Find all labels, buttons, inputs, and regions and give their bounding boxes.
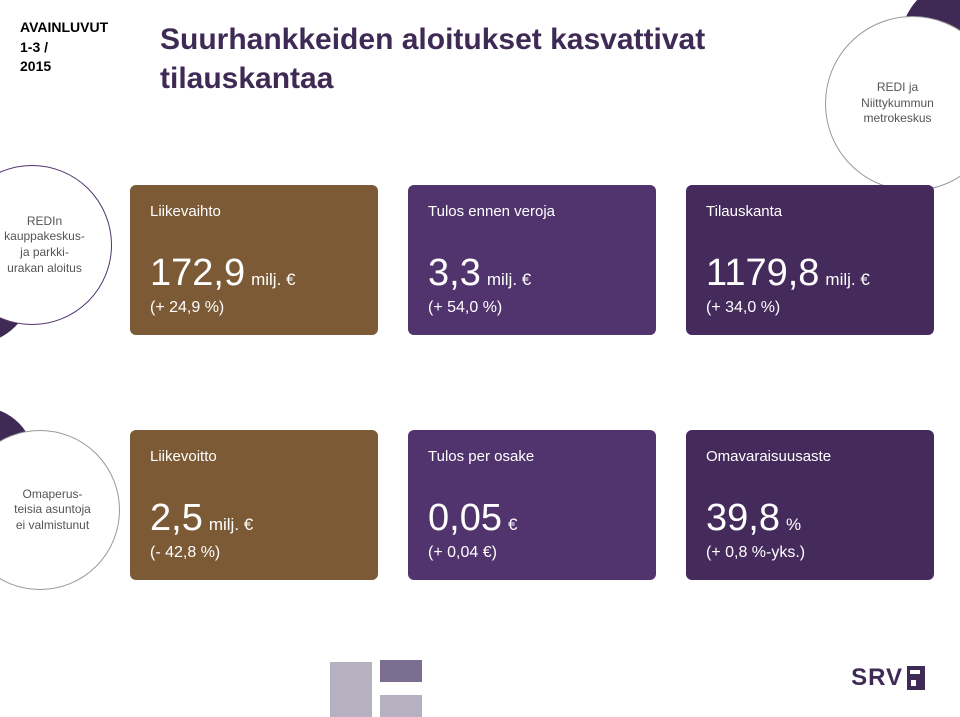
metric-label: Tilauskanta bbox=[706, 203, 914, 220]
metric-value-line: 0,05 € bbox=[428, 497, 636, 540]
metric-label: Liikevoitto bbox=[150, 448, 358, 465]
srv-logo: SRV bbox=[851, 664, 925, 692]
badge-top-right: REDI ja Niittykummun metrokeskus bbox=[825, 16, 960, 191]
metric-unit: € bbox=[508, 515, 517, 535]
page-title-line1: Suurhankkeiden aloitukset kasvattivat bbox=[160, 23, 705, 56]
metric-unit: % bbox=[786, 515, 801, 535]
badge-top-right-text: REDI ja Niittykummun metrokeskus bbox=[861, 80, 960, 127]
metric-change: (+ 34,0 %) bbox=[706, 299, 914, 317]
metric-tulos-ennen-veroja: Tulos ennen veroja 3,3 milj. € (+ 54,0 %… bbox=[408, 185, 656, 335]
metric-liikevaihto: Liikevaihto 172,9 milj. € (+ 24,9 %) bbox=[130, 185, 378, 335]
badge-bottom-left: Omaperus- teisia asuntoja ei valmistunut bbox=[0, 430, 120, 590]
metric-value-line: 1179,8 milj. € bbox=[706, 252, 914, 295]
page-title-line2: tilauskantaa bbox=[160, 62, 333, 95]
metric-label: Liikevaihto bbox=[150, 203, 358, 220]
metrics-row-2: Liikevoitto 2,5 milj. € (- 42,8 %) Tulos… bbox=[130, 430, 934, 580]
metric-tilauskanta: Tilauskanta 1179,8 milj. € (+ 34,0 %) bbox=[686, 185, 934, 335]
metric-unit: milj. € bbox=[487, 270, 531, 290]
metric-unit: milj. € bbox=[825, 270, 869, 290]
badge-left-text: REDIn kauppakeskus- ja parkki- urakan al… bbox=[0, 214, 85, 276]
metric-label: Tulos per osake bbox=[428, 448, 636, 465]
bottom-decoration bbox=[0, 622, 960, 717]
metric-unit: milj. € bbox=[209, 515, 253, 535]
header-label-line1: AVAINLUVUT bbox=[20, 19, 108, 35]
metric-value: 39,8 bbox=[706, 497, 780, 540]
metric-value: 0,05 bbox=[428, 497, 502, 540]
metric-value: 3,3 bbox=[428, 252, 481, 295]
logo-badge-icon bbox=[907, 666, 925, 690]
metric-change: (+ 24,9 %) bbox=[150, 299, 358, 317]
metrics-row-1: Liikevaihto 172,9 milj. € (+ 24,9 %) Tul… bbox=[130, 185, 934, 335]
metric-unit: milj. € bbox=[251, 270, 295, 290]
metric-change: (- 42,8 %) bbox=[150, 544, 358, 562]
metric-label: Omavaraisuusaste bbox=[706, 448, 914, 465]
metric-tulos-per-osake: Tulos per osake 0,05 € (+ 0,04 €) bbox=[408, 430, 656, 580]
badge-left: REDIn kauppakeskus- ja parkki- urakan al… bbox=[0, 165, 112, 325]
header-label: AVAINLUVUT 1-3 / 2015 bbox=[20, 18, 108, 77]
metric-value-line: 39,8 % bbox=[706, 497, 914, 540]
header-label-line2: 1-3 / bbox=[20, 39, 48, 55]
metric-value: 172,9 bbox=[150, 252, 245, 295]
metric-value-line: 2,5 milj. € bbox=[150, 497, 358, 540]
metric-value-line: 172,9 milj. € bbox=[150, 252, 358, 295]
metric-change: (+ 0,8 %-yks.) bbox=[706, 544, 914, 562]
logo-text: SRV bbox=[851, 664, 903, 692]
metric-change: (+ 0,04 €) bbox=[428, 544, 636, 562]
metric-omavaraisuusaste: Omavaraisuusaste 39,8 % (+ 0,8 %-yks.) bbox=[686, 430, 934, 580]
metric-liikevoitto: Liikevoitto 2,5 milj. € (- 42,8 %) bbox=[130, 430, 378, 580]
metric-value: 2,5 bbox=[150, 497, 203, 540]
page-title: Suurhankkeiden aloitukset kasvattivat ti… bbox=[160, 20, 705, 98]
metric-label: Tulos ennen veroja bbox=[428, 203, 636, 220]
metric-value-line: 3,3 milj. € bbox=[428, 252, 636, 295]
decoration-bar bbox=[380, 660, 422, 682]
metric-value: 1179,8 bbox=[706, 252, 819, 295]
header-label-line3: 2015 bbox=[20, 58, 51, 74]
metric-change: (+ 54,0 %) bbox=[428, 299, 636, 317]
badge-bottom-left-text: Omaperus- teisia asuntoja ei valmistunut bbox=[0, 487, 91, 534]
